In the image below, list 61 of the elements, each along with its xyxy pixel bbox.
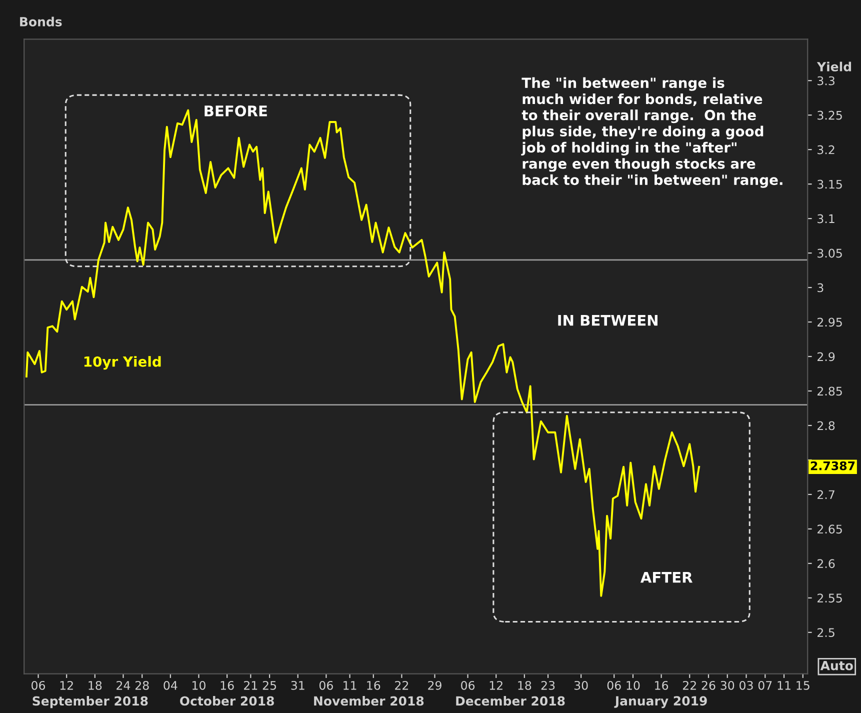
x-tick-label: 04: [164, 680, 178, 690]
x-tick-label: 16: [220, 680, 234, 690]
x2-tick-label: October 2018: [180, 696, 274, 706]
x-tick-label: 15: [796, 681, 810, 690]
y-tick-label: 2.85: [818, 386, 842, 396]
x-tick-label: 18: [518, 680, 532, 690]
x-tick-label: 21: [244, 680, 258, 690]
y-tick-label: 2.5: [818, 628, 834, 638]
annotation: IN BETWEEN: [558, 314, 658, 326]
x-tick-label: 28: [135, 680, 149, 690]
y-tick-label: 3.2: [818, 145, 834, 154]
x2-tick-label: January 2019: [614, 696, 707, 708]
x-tick-label: 10: [192, 680, 206, 690]
x-tick-label: 26: [702, 680, 716, 690]
y-tick-label: 2.65: [818, 524, 842, 534]
x-tick-label: 07: [758, 680, 772, 690]
x-tick-label: 31: [291, 680, 304, 690]
x-tick-label: 24: [116, 680, 130, 690]
y-tick-label: 2.8: [818, 421, 835, 430]
text: 2.7387: [810, 461, 855, 470]
x2-tick-label: December 2018: [456, 696, 565, 706]
x-tick-label: 22: [682, 680, 696, 690]
x-tick-label: 06: [607, 680, 621, 690]
x-tick-label: 06: [32, 680, 46, 690]
y-tick-label: 3.15: [818, 180, 842, 189]
x-tick-label: 22: [395, 680, 408, 690]
x2-tick-label: November 2018: [314, 696, 424, 706]
y-axis-title: Yield: [816, 62, 852, 72]
x-tick-label: 06: [461, 680, 475, 690]
x-tick-label: 30: [574, 680, 588, 690]
x-tick-label: 16: [367, 680, 380, 690]
x-tick-label: 25: [262, 680, 276, 690]
y-tick-label: 2.55: [818, 594, 842, 603]
x-tick-label: 16: [655, 680, 668, 690]
y-tick-label: 3.3: [818, 76, 834, 86]
y-tick-label: 2.6: [818, 559, 835, 568]
x-tick-label: 03: [740, 680, 753, 690]
x-tick-label: 23: [541, 680, 555, 690]
text: 10yr Yield: [84, 356, 161, 370]
y-tick-label: 3.05: [818, 248, 842, 258]
x-tick-label: 12: [490, 680, 502, 690]
chart-title: Bonds: [20, 16, 62, 26]
annotation: The "in between" range is much wider for bonds, relative to their overall range. On the plus side, they're doing a good job of holding in the "after" range even though stocks are back to their "in between" range.: [521, 77, 782, 188]
annotation: BEFORE: [204, 105, 267, 116]
y-tick-label: 2.9: [818, 352, 835, 362]
y-tick-label: 3.25: [818, 110, 842, 120]
y-tick-label: 3.1: [818, 214, 834, 224]
text: Auto: [820, 660, 853, 670]
x-tick-label: 11: [778, 681, 790, 690]
x2-tick-label: September 2018: [32, 696, 148, 708]
x-tick-label: 11: [344, 681, 356, 690]
x-tick-label: 29: [428, 680, 442, 690]
x-tick-label: 12: [60, 680, 73, 690]
x-tick-label: 10: [626, 680, 640, 690]
x-tick-label: 06: [319, 680, 333, 690]
y-tick-label: 2.7: [818, 490, 834, 499]
x-tick-label: 30: [720, 680, 734, 690]
y-tick-label: 2.95: [818, 318, 842, 327]
y-tick-label: 3: [818, 283, 824, 292]
annotation: AFTER: [640, 572, 692, 583]
x-tick-label: 18: [88, 680, 102, 690]
